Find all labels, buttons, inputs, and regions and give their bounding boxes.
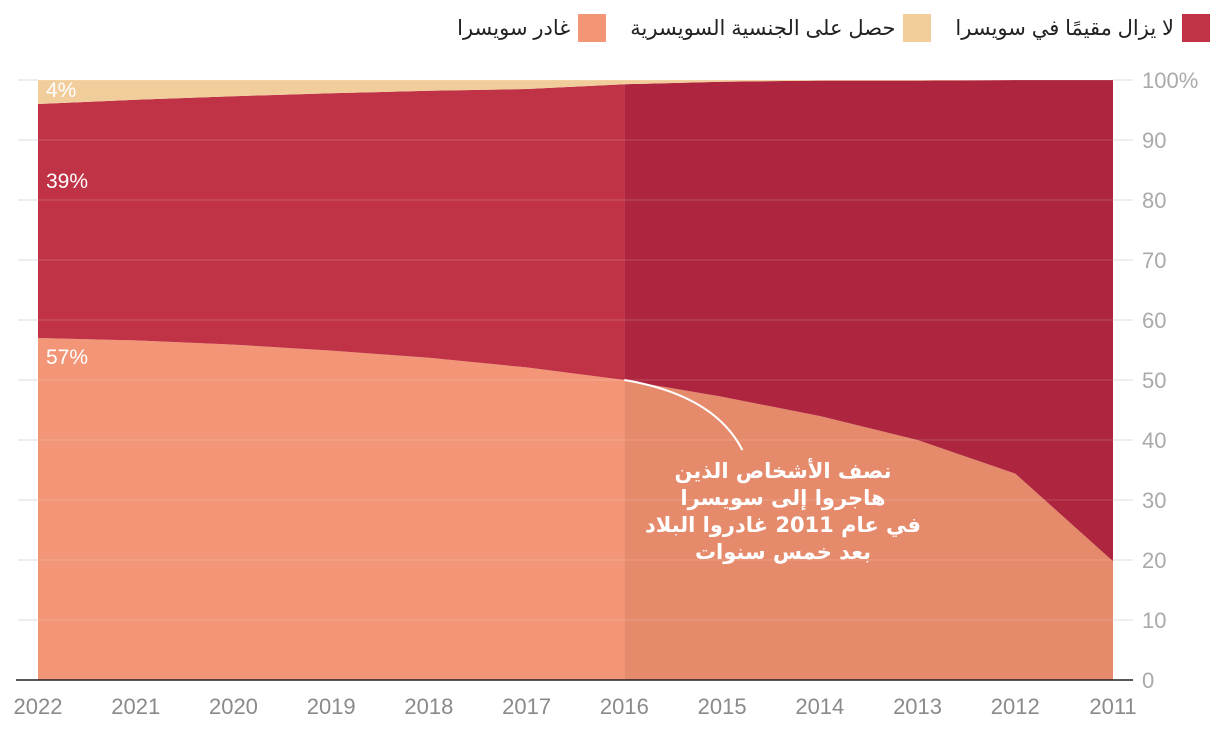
- y-tick-label: 0: [1142, 668, 1154, 693]
- x-tick-label: 2012: [991, 694, 1040, 719]
- x-tick-label: 2019: [307, 694, 356, 719]
- x-tick-label: 2017: [502, 694, 551, 719]
- y-tick-label: 40: [1142, 428, 1166, 453]
- legend-label-citizenship: حصل على الجنسية السويسرية: [630, 16, 896, 40]
- area-citizenship-highlight: [624, 80, 1113, 85]
- x-tick-label: 2018: [404, 694, 453, 719]
- x-tick-label: 2011: [1089, 694, 1136, 719]
- y-tick-label: 90: [1142, 128, 1166, 153]
- data-label: 4%: [46, 79, 76, 102]
- annotation-text: نصف الأشخاص الذين: [675, 457, 892, 483]
- annotation-text: هاجروا إلى سويسرا: [680, 486, 885, 510]
- y-tick-label: 80: [1142, 188, 1166, 213]
- y-tick-label: 10: [1142, 608, 1166, 633]
- area-left-highlight: [624, 380, 1113, 680]
- x-tick-label: 2020: [209, 694, 258, 719]
- x-tick-label: 2015: [698, 694, 747, 719]
- annotation-connector: [624, 379, 744, 451]
- x-tick-label: 2014: [795, 694, 844, 719]
- x-tick-label: 2021: [111, 694, 160, 719]
- y-tick-label: 50: [1142, 368, 1166, 393]
- area-citizenship: [38, 80, 625, 104]
- legend-label-stayed: لا يزال مقيمًا في سويسرا: [955, 16, 1174, 40]
- annotation-text: بعد خمس سنوات: [695, 540, 871, 564]
- y-tick-label: 100%: [1142, 68, 1198, 93]
- x-tick-label: 2022: [14, 694, 63, 719]
- x-tick-label: 2013: [893, 694, 942, 719]
- y-tick-label: 70: [1142, 248, 1166, 273]
- area-left: [38, 338, 625, 680]
- legend-swatch-citizenship: [903, 14, 932, 42]
- legend-item-left: غادر سويسرا: [457, 14, 607, 42]
- legend: لا يزال مقيمًا في سويسرا حصل على الجنسية…: [443, 14, 1210, 42]
- y-tick-label: 20: [1142, 548, 1166, 573]
- legend-swatch-left: [578, 14, 607, 42]
- area-stayed: [38, 84, 625, 380]
- x-tick-label: 2016: [600, 694, 649, 719]
- legend-swatch-stayed: [1182, 14, 1210, 42]
- y-tick-label: 60: [1142, 308, 1166, 333]
- area-stayed-highlight: [624, 80, 1113, 562]
- annotation-text: في عام 2011 غادروا البلاد: [645, 513, 921, 537]
- legend-item-stayed: لا يزال مقيمًا في سويسرا: [955, 14, 1210, 42]
- legend-item-citizenship: حصل على الجنسية السويسرية: [630, 14, 932, 42]
- legend-label-left: غادر سويسرا: [457, 16, 571, 40]
- y-tick-label: 30: [1142, 488, 1166, 513]
- data-label: 57%: [46, 346, 88, 369]
- data-label: 39%: [46, 170, 88, 193]
